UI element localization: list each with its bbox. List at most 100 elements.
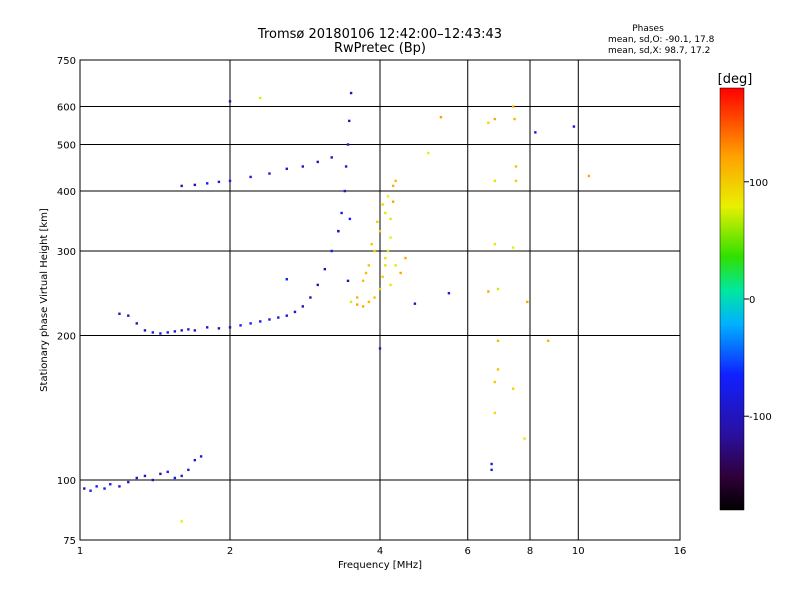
data-point-o <box>309 296 312 299</box>
data-point-o <box>205 326 209 329</box>
data-point-o <box>268 318 271 321</box>
colorbar-tick-label: 100 <box>749 178 768 189</box>
data-point-o <box>95 485 98 488</box>
data-point-x <box>523 437 526 440</box>
data-point-x <box>511 246 515 249</box>
phase-box-title: Phases <box>632 24 664 34</box>
x-tick-label: 1 <box>77 546 83 557</box>
data-point-o <box>249 322 252 325</box>
data-point-o <box>268 172 271 175</box>
data-point-o <box>159 472 162 476</box>
data-point-o <box>159 332 162 335</box>
data-point-x <box>361 279 365 283</box>
data-point-x <box>493 242 497 246</box>
colorbar-tick-label: -100 <box>749 412 772 423</box>
data-point-o <box>118 485 121 488</box>
data-point-x <box>493 411 497 415</box>
data-point-o <box>572 125 576 128</box>
data-point-x <box>373 249 376 253</box>
data-point-o <box>217 327 221 330</box>
data-point-x <box>389 283 392 287</box>
colorbar-tick-label: 0 <box>749 295 755 306</box>
data-point-o <box>187 328 190 331</box>
y-tick-label: 300 <box>57 247 76 258</box>
data-point-x <box>370 242 373 246</box>
data-point-x <box>514 165 518 168</box>
data-point-x <box>496 287 500 291</box>
data-point-o <box>135 322 138 325</box>
data-point-o <box>490 462 493 466</box>
data-point-x <box>394 264 397 267</box>
data-point-x <box>384 264 387 267</box>
x-tick-label: 6 <box>465 546 471 557</box>
data-point-o <box>180 329 183 332</box>
data-point-o <box>228 179 232 183</box>
data-point-x <box>439 116 443 119</box>
data-point-x <box>378 287 382 291</box>
x-tick-label: 10 <box>572 546 585 557</box>
data-point-o <box>316 160 319 164</box>
data-point-o <box>413 302 417 305</box>
x-axis-ticks: 1 2 4 6 8 10 16 <box>77 546 687 557</box>
data-point-x <box>259 96 262 100</box>
x-tick-label: 4 <box>377 546 383 557</box>
data-point-o <box>301 305 305 308</box>
data-point-o <box>135 476 138 480</box>
data-point-x <box>386 249 390 253</box>
data-point-x <box>514 179 518 183</box>
data-point-x <box>391 200 395 203</box>
data-point-o <box>187 468 190 472</box>
data-point-o <box>259 320 262 323</box>
data-point-x <box>511 105 515 108</box>
data-point-x <box>180 520 183 523</box>
y-tick-label: 400 <box>57 187 76 198</box>
data-point-o <box>348 217 352 221</box>
y-tick-label: 500 <box>57 141 76 152</box>
chart-title: Tromsø 20180106 12:42:00–12:43:43 <box>257 27 502 42</box>
data-point-x <box>389 217 392 221</box>
data-point-x <box>361 305 365 308</box>
y-tick-label: 75 <box>63 536 76 547</box>
x-axis-label: Frequency [MHz] <box>338 560 422 571</box>
data-point-x <box>389 236 392 239</box>
data-point-x <box>378 229 382 233</box>
data-point-o <box>534 131 537 134</box>
colorbar <box>719 87 745 511</box>
data-point-o <box>316 283 319 287</box>
data-point-o <box>330 156 333 159</box>
data-point-x <box>386 195 390 198</box>
data-point-x <box>384 256 387 260</box>
data-point-o <box>127 314 130 317</box>
data-point-x <box>404 256 407 260</box>
data-point-o <box>166 470 169 474</box>
data-point-x <box>355 303 359 306</box>
data-point-o <box>228 326 232 329</box>
data-point-o <box>180 184 183 188</box>
data-point-o <box>199 455 203 458</box>
data-point-o <box>239 324 242 327</box>
x-tick-label: 2 <box>227 546 233 557</box>
y-tick-label: 100 <box>57 476 76 487</box>
data-point-o <box>143 329 147 332</box>
data-point-o <box>378 347 382 350</box>
data-point-x <box>496 368 500 371</box>
data-point-x <box>493 179 497 183</box>
y-axis-label: Stationary phase Virtual Height [km] <box>39 208 50 392</box>
data-point-o <box>348 119 351 123</box>
data-point-x <box>493 380 497 384</box>
data-point-o <box>337 229 340 233</box>
data-point-o <box>180 474 183 478</box>
phase-o-stats: mean, sd,O: -90.1, 17.8 <box>608 35 715 45</box>
y-tick-label: 200 <box>57 332 76 343</box>
data-point-x <box>367 300 371 304</box>
data-point-x <box>513 117 516 121</box>
data-point-o <box>228 100 232 103</box>
data-point-o <box>346 143 350 146</box>
data-points <box>83 91 591 523</box>
data-point-o <box>277 316 280 319</box>
data-point-o <box>285 278 288 281</box>
data-point-o <box>173 476 177 480</box>
data-point-o <box>285 314 288 317</box>
